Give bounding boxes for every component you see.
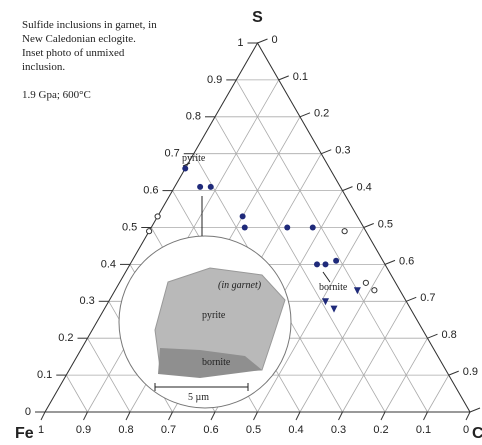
right-tick-label: 0.9 [463, 366, 478, 378]
tick-mark [364, 224, 374, 228]
note: Sulfide inclusions in garnet, in [22, 19, 157, 31]
bottom-tick-label: 0.9 [76, 424, 91, 436]
vertex-label: Cu [472, 425, 482, 442]
tick-mark [424, 412, 428, 420]
tick-mark [169, 412, 173, 420]
point [310, 225, 316, 231]
point [197, 184, 203, 190]
point [354, 287, 361, 294]
right-tick-label: 0.8 [442, 329, 457, 341]
inset: (in garnet) pyrite bornite 5 µm [119, 236, 291, 408]
point [147, 229, 152, 234]
point [155, 214, 160, 219]
bottom-tick-label: 1 [38, 424, 44, 436]
vertex-label: Fe [15, 425, 34, 442]
right-tick-label: 0.2 [314, 108, 329, 120]
left-tick-label: 1 [237, 37, 243, 49]
tick-mark [428, 334, 438, 338]
pyrite-label: pyrite [182, 153, 206, 164]
bottom-tick-label: 0.5 [246, 424, 261, 436]
point [342, 229, 347, 234]
tick-mark [84, 412, 88, 420]
tick-mark [211, 412, 215, 420]
grid-line [66, 375, 87, 412]
right-tick-label: 0.6 [399, 255, 414, 267]
tick-mark [296, 412, 300, 420]
vertex-label: S [252, 9, 263, 26]
inset-pyrite: pyrite [202, 310, 226, 321]
bottom-tick-label: 0.3 [331, 424, 346, 436]
tick-mark [258, 39, 268, 43]
tick-mark [385, 260, 395, 264]
tick-mark [449, 371, 459, 375]
note: 1.9 Gpa; 600°C [22, 89, 91, 101]
left-tick-label: 0.2 [58, 332, 73, 344]
tick-mark [279, 76, 289, 80]
tick-mark [406, 297, 416, 301]
left-tick-label: 0.5 [122, 221, 137, 233]
point [182, 165, 188, 171]
tick-mark [339, 412, 343, 420]
left-tick-label: 0.4 [101, 258, 116, 270]
tick-mark [343, 187, 353, 191]
note: New Caledonian eclogite. [22, 33, 136, 45]
tick-mark [254, 412, 258, 420]
right-tick-label: 0.4 [357, 182, 372, 194]
bottom-tick-label: 0.8 [118, 424, 133, 436]
right-tick-label: 0.5 [378, 218, 393, 230]
tick-mark [300, 113, 310, 117]
tick-mark [470, 408, 480, 412]
tick-mark [381, 412, 385, 420]
tick-mark [321, 150, 331, 154]
point [242, 225, 248, 231]
left-tick-label: 0.9 [207, 74, 222, 86]
left-tick-label: 0.7 [164, 148, 179, 160]
bottom-tick-label: 0.6 [203, 424, 218, 436]
chart: (in garnet) pyrite bornite 5 µm pyrite b… [0, 0, 482, 445]
bottom-tick-label: 0.7 [161, 424, 176, 436]
left-tick-label: 0.8 [186, 111, 201, 123]
point [314, 261, 320, 267]
bottom-tick-label: 0.1 [416, 424, 431, 436]
grid-line [343, 301, 407, 412]
right-tick-label: 0 [272, 34, 278, 46]
point [208, 184, 214, 190]
point [331, 306, 338, 313]
left-tick-label: 0 [25, 406, 31, 418]
note: inclusion. [22, 61, 65, 73]
point [323, 261, 329, 267]
inset-note: (in garnet) [218, 280, 262, 291]
tick-mark [466, 412, 470, 420]
scale-label: 5 µm [188, 392, 209, 403]
right-tick-label: 0.7 [420, 292, 435, 304]
point [372, 288, 377, 293]
bottom-tick-label: 0.2 [373, 424, 388, 436]
inset-bornite: bornite [202, 357, 231, 368]
tick-mark [126, 412, 130, 420]
left-tick-label: 0.6 [143, 185, 158, 197]
arrow [323, 272, 330, 282]
point [284, 225, 290, 231]
point [240, 213, 246, 219]
left-tick-label: 0.3 [79, 295, 94, 307]
grid-line [428, 375, 449, 412]
bottom-tick-label: 0 [463, 424, 469, 436]
tick-mark [41, 412, 45, 420]
bornite-label: bornite [319, 282, 348, 293]
right-tick-label: 0.1 [293, 71, 308, 83]
left-tick-label: 0.1 [37, 369, 52, 381]
note: Inset photo of unmixed [22, 47, 125, 59]
point [333, 258, 339, 264]
right-tick-label: 0.3 [335, 145, 350, 157]
point [363, 280, 368, 285]
bottom-tick-label: 0.4 [288, 424, 303, 436]
